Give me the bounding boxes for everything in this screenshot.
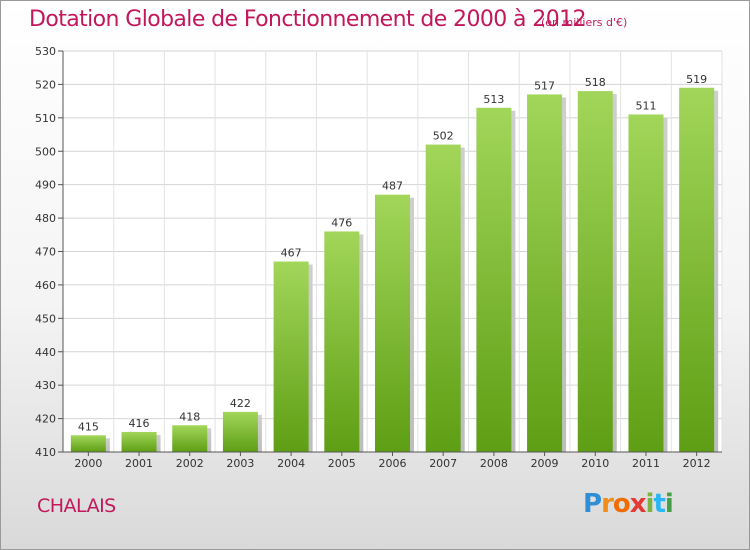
value-label: 513 — [483, 93, 504, 106]
y-tick-label: 450 — [35, 312, 56, 325]
chart-subtitle: (en milliers d'€) — [541, 16, 628, 29]
value-label: 519 — [686, 73, 707, 86]
x-tick-label: 2002 — [176, 457, 204, 470]
x-tick-label: 2006 — [379, 457, 407, 470]
bar-2008 — [476, 107, 512, 452]
x-tick-label: 2012 — [683, 457, 711, 470]
y-tick-label: 470 — [35, 246, 56, 259]
y-tick-label: 430 — [35, 379, 56, 392]
value-label: 487 — [382, 180, 403, 193]
bar-2006 — [375, 194, 410, 453]
value-label: 422 — [230, 397, 251, 410]
bar-2007 — [425, 144, 461, 453]
bar-2002 — [172, 425, 208, 452]
chart-title: Dotation Globale de Fonctionnement de 20… — [29, 7, 587, 32]
bar-2009 — [527, 94, 563, 453]
y-tick-label: 510 — [35, 112, 56, 125]
y-tick-label: 410 — [35, 446, 56, 459]
y-tick-label: 420 — [35, 413, 56, 426]
x-tick-label: 2008 — [480, 457, 508, 470]
x-tick-label: 2001 — [125, 457, 153, 470]
x-tick-label: 2009 — [531, 457, 559, 470]
y-tick-label: 490 — [35, 179, 56, 192]
x-tick-label: 2005 — [328, 457, 356, 470]
value-label: 418 — [179, 410, 200, 423]
value-label: 467 — [281, 247, 302, 260]
y-tick-label: 520 — [35, 78, 56, 91]
value-label: 511 — [635, 99, 656, 112]
bar-2001 — [121, 431, 157, 452]
y-tick-label: 500 — [35, 145, 56, 158]
commune-name: CHALAIS — [37, 495, 116, 517]
value-label: 416 — [129, 417, 150, 430]
bar-2005 — [324, 231, 360, 452]
proxiti-logo: Proxiti — [583, 489, 674, 519]
value-label: 415 — [78, 420, 99, 433]
x-tick-label: 2003 — [226, 457, 254, 470]
bar-2010 — [577, 91, 613, 452]
y-tick-label: 480 — [35, 212, 56, 225]
value-label: 517 — [534, 79, 555, 92]
bar-2011 — [628, 114, 664, 452]
y-tick-label: 460 — [35, 279, 56, 292]
value-label: 518 — [585, 76, 606, 89]
x-tick-label: 2011 — [632, 457, 660, 470]
x-tick-label: 2010 — [581, 457, 609, 470]
bar-2000 — [70, 435, 106, 452]
bar-2012 — [679, 87, 715, 452]
x-tick-label: 2000 — [74, 457, 102, 470]
value-label: 476 — [331, 216, 352, 229]
value-label: 502 — [433, 130, 454, 143]
x-tick-label: 2007 — [429, 457, 457, 470]
bar-2003 — [222, 411, 258, 452]
bar-2004 — [273, 261, 309, 452]
x-tick-label: 2004 — [277, 457, 305, 470]
y-tick-label: 530 — [35, 45, 56, 58]
y-tick-label: 440 — [35, 346, 56, 359]
